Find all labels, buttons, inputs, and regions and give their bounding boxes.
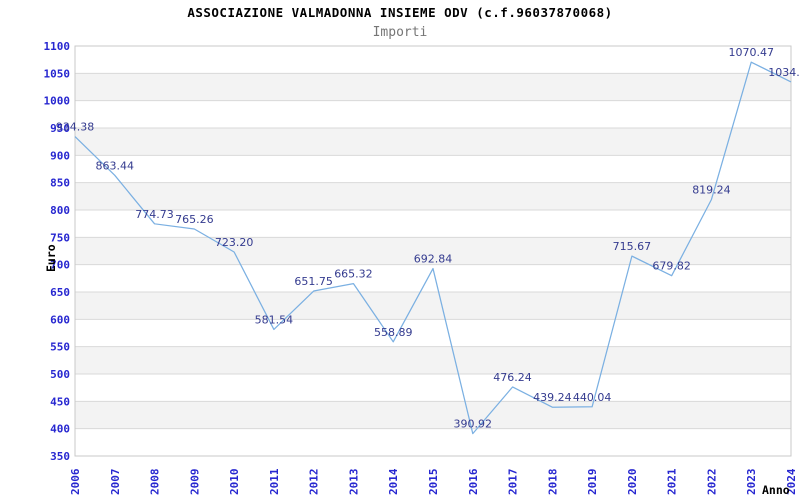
plot-band xyxy=(75,73,791,101)
y-axis-tick-label: 750 xyxy=(50,231,70,244)
data-point-label: 863.44 xyxy=(96,159,135,172)
data-point-label: 715.67 xyxy=(613,240,652,253)
plot-band xyxy=(75,237,791,265)
plot-band xyxy=(75,401,791,429)
x-axis-tick-label: 2013 xyxy=(347,469,360,496)
y-axis-tick-label: 500 xyxy=(50,368,70,381)
plot-band xyxy=(75,182,791,210)
data-point-label: 476.24 xyxy=(493,371,532,384)
x-axis-tick-label: 2011 xyxy=(268,468,281,495)
data-point-label: 581.54 xyxy=(255,313,294,326)
data-point-label: 723.20 xyxy=(215,236,254,249)
plot-band xyxy=(75,128,791,156)
data-point-label: 774.73 xyxy=(135,208,174,221)
data-point-label: 558.89 xyxy=(374,326,413,339)
x-axis-tick-label: 2007 xyxy=(109,469,122,496)
data-point-label: 665.32 xyxy=(334,268,373,281)
y-axis-tick-label: 1050 xyxy=(44,67,71,80)
x-axis-tick-label: 2024 xyxy=(785,468,798,495)
y-axis-title: Euro xyxy=(44,244,58,272)
x-axis-tick-label: 2009 xyxy=(188,469,201,496)
x-axis-tick-label: 2021 xyxy=(666,468,679,495)
data-point-label: 440.04 xyxy=(573,391,612,404)
x-axis-tick-label: 2018 xyxy=(546,469,559,496)
y-axis-tick-label: 1100 xyxy=(44,40,71,53)
data-point-label: 819.24 xyxy=(692,183,731,196)
data-point-label: 1034.24 xyxy=(768,66,800,79)
data-point-label: 765.26 xyxy=(175,213,214,226)
chart-subtitle: Importi xyxy=(372,25,428,40)
x-axis-tick-label: 2008 xyxy=(149,469,162,496)
x-axis-tick-label: 2023 xyxy=(745,469,758,496)
x-axis-tick-label: 2020 xyxy=(626,469,639,496)
y-axis-tick-label: 450 xyxy=(50,395,70,408)
y-axis-tick-label: 900 xyxy=(50,149,70,162)
y-axis-tick-label: 1000 xyxy=(44,95,71,108)
x-axis-tick-label: 2016 xyxy=(467,468,480,495)
x-axis-tick-label: 2017 xyxy=(507,469,520,496)
data-point-label: 390.92 xyxy=(454,418,493,431)
y-axis-tick-label: 400 xyxy=(50,423,70,436)
x-axis-tick-label: 2010 xyxy=(228,469,241,496)
plot-border xyxy=(74,45,792,457)
x-axis-tick-label: 2014 xyxy=(387,468,400,495)
y-axis-tick-label: 350 xyxy=(50,450,70,463)
data-point-label: 692.84 xyxy=(414,253,453,266)
data-point-label: 439.24 xyxy=(533,391,572,404)
y-axis-tick-label: 700 xyxy=(50,259,70,272)
plot-band xyxy=(75,346,791,374)
x-axis-tick-label: 2006 xyxy=(69,468,82,495)
x-axis-tick-label: 2012 xyxy=(308,469,321,496)
x-axis-tick-label: 2015 xyxy=(427,469,440,496)
y-axis-tick-label: 950 xyxy=(50,122,70,135)
y-axis-tick-label: 850 xyxy=(50,177,70,190)
plot-band xyxy=(75,292,791,320)
data-point-label: 934.38 xyxy=(56,121,95,134)
data-point-label: 1070.47 xyxy=(728,46,774,59)
data-line xyxy=(74,61,792,435)
x-axis-tick-label: 2022 xyxy=(705,469,718,496)
data-point-label: 679.82 xyxy=(652,260,691,273)
y-axis-tick-label: 800 xyxy=(50,204,70,217)
chart-title: ASSOCIAZIONE VALMADONNA INSIEME ODV (c.f… xyxy=(187,5,613,20)
y-axis-tick-label: 550 xyxy=(50,341,70,354)
y-axis-tick-label: 600 xyxy=(50,313,70,326)
x-axis-tick-label: 2019 xyxy=(586,469,599,496)
y-axis-tick-label: 650 xyxy=(50,286,70,299)
data-point-label: 651.75 xyxy=(294,275,333,288)
x-axis-title: Anno xyxy=(762,483,790,497)
